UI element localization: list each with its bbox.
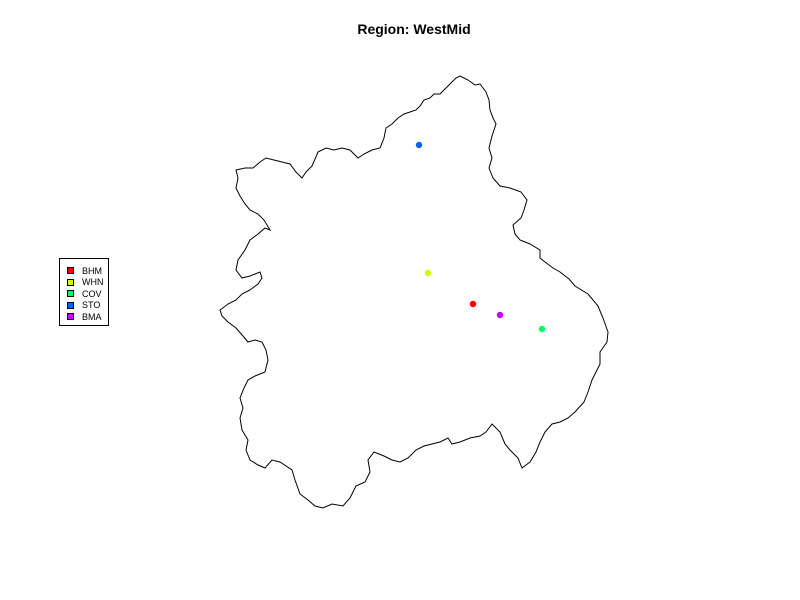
point-whn: [424, 269, 432, 277]
map-title: Region: WestMid: [357, 21, 471, 37]
point-bhm: [469, 300, 477, 308]
legend-label: BMA: [82, 311, 102, 322]
point-sto: [415, 141, 423, 149]
legend-item-cov: COV: [67, 288, 108, 300]
points-layer: [415, 141, 546, 333]
legend-label: WHN: [82, 277, 104, 288]
legend-label: BHM: [82, 265, 102, 276]
legend-swatch: [67, 290, 74, 298]
legend-item-bma: BMA: [67, 311, 108, 323]
region-boundary: [219, 75, 609, 509]
legend-item-whn: WHN: [67, 277, 108, 289]
point-cov: [538, 325, 546, 333]
legend-swatch: [67, 267, 74, 275]
legend-label: STO: [82, 300, 101, 311]
point-bma: [496, 311, 504, 319]
legend-swatch: [67, 278, 74, 286]
legend-item-bhm: BHM: [67, 265, 108, 277]
legend-item-sto: STO: [67, 300, 108, 312]
legend-swatch: [67, 301, 74, 309]
legend: BHM WHN COV STO BMA: [59, 258, 109, 326]
legend-swatch: [67, 313, 74, 321]
legend-label: COV: [82, 288, 102, 299]
